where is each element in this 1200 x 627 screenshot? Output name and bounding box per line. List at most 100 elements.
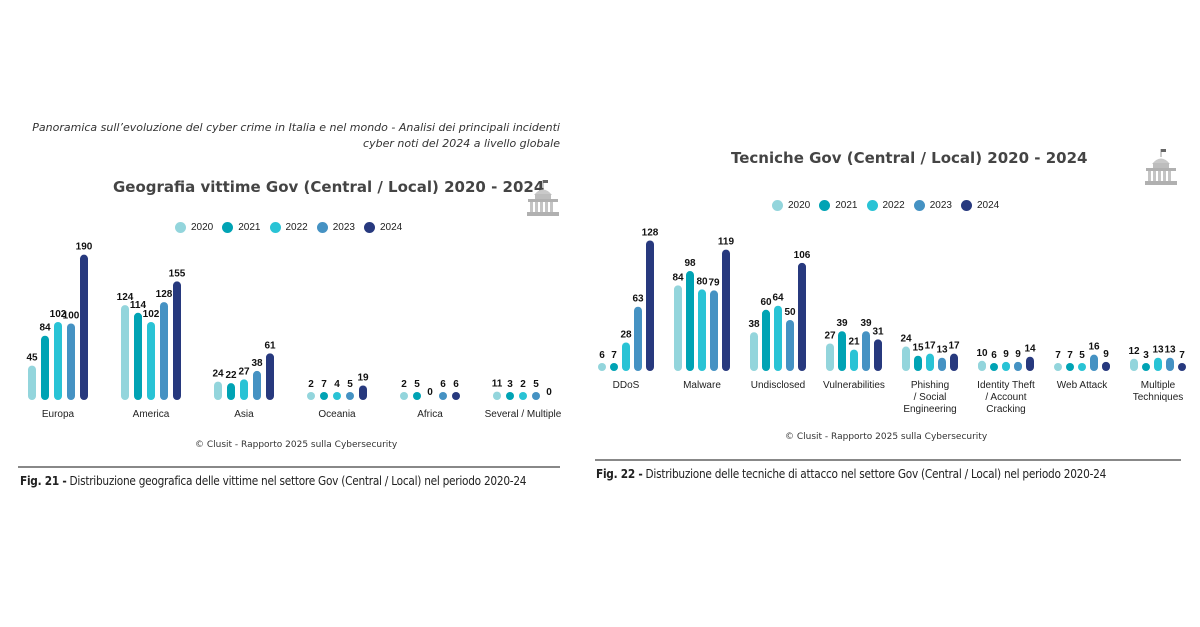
bar-america-2022: [147, 321, 155, 400]
data-label: 7: [1067, 350, 1073, 361]
government-building-icon: [1142, 147, 1180, 187]
category-label-identity-theft-account-cracking: / Account: [985, 392, 1026, 403]
bar-vulnerabilities-2020: [826, 343, 834, 371]
bar-web-attack-2021: [1066, 363, 1074, 371]
bar-malware-2023: [710, 290, 718, 371]
bar-ddos-2022: [622, 342, 630, 371]
data-label: 6: [991, 350, 997, 361]
legend-item-2022: 2022: [866, 200, 905, 211]
figure-label: Fig. 21 -: [20, 474, 67, 488]
chart-credit-right: © Clusit - Rapporto 2025 sulla Cybersecu…: [785, 432, 988, 442]
bar-europa-2023: [67, 323, 75, 400]
bar-america-2021: [134, 312, 142, 400]
data-label: 38: [251, 358, 263, 369]
data-label: 21: [848, 337, 860, 348]
government-building-icon: [524, 178, 562, 218]
legend-label: 2020: [788, 200, 811, 211]
bar-africa-2021: [413, 392, 421, 400]
bar-several-multiple-2023: [532, 392, 540, 400]
bar-europa-2024: [80, 254, 88, 400]
bar-malware-2021: [686, 271, 694, 371]
data-label: 3: [1143, 350, 1149, 361]
bar-identity-theft-account-cracking-2023: [1014, 361, 1022, 371]
data-label: 80: [696, 276, 708, 287]
bar-multiple-techniques-2020: [1130, 358, 1138, 371]
figure-caption-left: Fig. 21 - Distribuzione geografica delle…: [20, 474, 526, 488]
data-label: 5: [347, 379, 353, 390]
data-label: 98: [684, 258, 696, 269]
bar-undisclosed-2020: [750, 332, 758, 371]
bar-multiple-techniques-2024: [1178, 363, 1186, 371]
category-label-malware: Malware: [683, 380, 721, 391]
legend-swatch: [913, 200, 925, 211]
bar-asia-2021: [227, 383, 235, 400]
bar-asia-2024: [266, 353, 274, 400]
report-header-line1: Panoramica sull’evoluzione del cyber cri…: [32, 121, 560, 134]
bar-several-multiple-2021: [506, 392, 514, 400]
data-label: 6: [440, 379, 446, 390]
bar-phishing-social-engineering-2023: [938, 357, 946, 371]
legend-swatch: [269, 222, 281, 233]
legend-item-2021: 2021: [222, 222, 261, 233]
bar-undisclosed-2023: [786, 320, 794, 371]
data-label: 2: [401, 379, 407, 390]
category-label-ddos: DDoS: [613, 380, 640, 391]
category-label-several-multiple: Several / Multiple: [485, 409, 562, 420]
bar-oceania-2023: [346, 392, 354, 400]
bar-asia-2023: [253, 370, 261, 400]
data-label: 31: [872, 326, 884, 337]
chart-geografia: 4584102100190Europa124114102128155Americ…: [26, 242, 562, 420]
data-label: 2: [308, 379, 314, 390]
legend-label: 2020: [191, 222, 214, 233]
bar-africa-2020: [400, 392, 408, 400]
bar-identity-theft-account-cracking-2021: [990, 363, 998, 371]
legend-label: 2021: [835, 200, 858, 211]
category-label-identity-theft-account-cracking: Identity Theft: [977, 380, 1035, 391]
data-label: 114: [130, 300, 147, 311]
data-label: 0: [546, 387, 552, 398]
bar-oceania-2021: [320, 392, 328, 400]
bar-america-2023: [160, 302, 168, 400]
bar-phishing-social-engineering-2024: [950, 353, 958, 371]
bar-web-attack-2020: [1054, 363, 1062, 371]
category-label-europa: Europa: [42, 409, 75, 420]
category-label-phishing-social-engineering: Engineering: [903, 404, 956, 415]
category-label-oceania: Oceania: [318, 409, 356, 420]
bar-phishing-social-engineering-2021: [914, 355, 922, 371]
bar-oceania-2024: [359, 385, 367, 400]
legend-item-2022: 2022: [269, 222, 308, 233]
bar-vulnerabilities-2021: [838, 331, 846, 371]
bar-several-multiple-2020: [493, 391, 501, 400]
data-label: 19: [357, 372, 369, 383]
data-label: 190: [76, 242, 93, 253]
legend-item-2023: 2023: [316, 222, 355, 233]
legend-label: 2024: [380, 222, 403, 233]
legend-left: 2020 2021 2022 2023 2024: [175, 222, 411, 233]
data-label: 7: [321, 379, 327, 390]
bar-phishing-social-engineering-2020: [902, 346, 910, 371]
bar-group-several-multiple: 11 3 2 50 Several / Multiple: [485, 379, 562, 420]
bar-asia-2020: [214, 381, 222, 400]
bar-identity-theft-account-cracking-2020: [978, 360, 986, 371]
data-label: 22: [225, 370, 237, 381]
legend-item-2021: 2021: [819, 200, 858, 211]
legend-label: 2022: [882, 200, 905, 211]
data-label: 24: [900, 334, 912, 345]
legend-label: 2022: [285, 222, 308, 233]
legend-swatch: [866, 200, 878, 211]
bar-europa-2021: [41, 335, 49, 400]
data-label: 102: [143, 309, 160, 320]
figure-caption-right: Fig. 22 - Distribuzione delle tecniche d…: [596, 467, 1106, 481]
data-label: 128: [642, 227, 659, 238]
data-label: 3: [507, 379, 513, 390]
data-label: 5: [1079, 350, 1085, 361]
data-label: 24: [212, 369, 224, 380]
category-label-phishing-social-engineering: Phishing: [911, 380, 949, 391]
bar-oceania-2022: [333, 392, 341, 400]
figure-text: Distribuzione geografica delle vittime n…: [66, 474, 527, 488]
data-label: 5: [533, 379, 539, 390]
